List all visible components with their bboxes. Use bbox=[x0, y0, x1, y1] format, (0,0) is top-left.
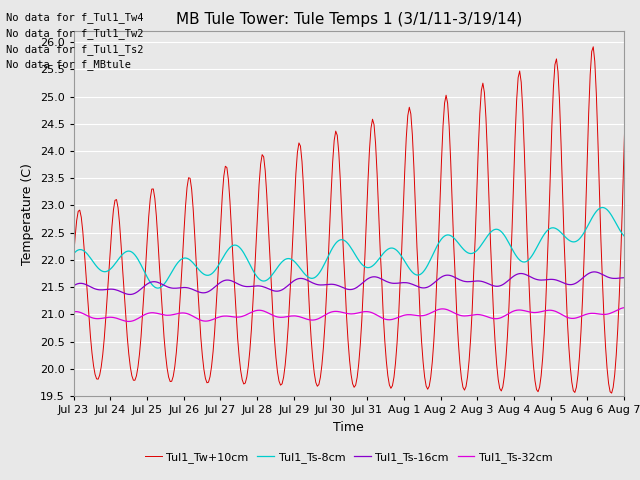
Tul1_Tw+10cm bbox=[626, 32, 634, 37]
Tul1_Ts-16cm bbox=[577, 276, 585, 282]
Line: Tul1_Tw+10cm: Tul1_Tw+10cm bbox=[74, 35, 640, 394]
Legend: Tul1_Tw+10cm, Tul1_Ts-8cm, Tul1_Ts-16cm, Tul1_Ts-32cm: Tul1_Tw+10cm, Tul1_Ts-8cm, Tul1_Ts-16cm,… bbox=[141, 447, 557, 467]
Tul1_Ts-8cm bbox=[373, 258, 381, 264]
Text: No data for f_MBtule: No data for f_MBtule bbox=[6, 60, 131, 71]
Tul1_Ts-8cm bbox=[598, 204, 606, 210]
Tul1_Ts-32cm bbox=[373, 312, 381, 318]
Text: No data for f_Tul1_Tw2: No data for f_Tul1_Tw2 bbox=[6, 28, 144, 39]
Tul1_Ts-8cm bbox=[90, 260, 97, 265]
Tul1_Ts-32cm bbox=[490, 316, 497, 322]
Tul1_Tw+10cm bbox=[108, 224, 116, 229]
Tul1_Ts-8cm bbox=[577, 234, 585, 240]
Tul1_Ts-8cm bbox=[154, 285, 162, 291]
Tul1_Ts-16cm bbox=[373, 275, 381, 280]
Tul1_Ts-32cm bbox=[70, 309, 77, 315]
Tul1_Ts-32cm bbox=[621, 305, 629, 311]
Line: Tul1_Ts-16cm: Tul1_Ts-16cm bbox=[74, 272, 640, 294]
Title: MB Tule Tower: Tule Temps 1 (3/1/11-3/19/14): MB Tule Tower: Tule Temps 1 (3/1/11-3/19… bbox=[175, 12, 522, 27]
Tul1_Ts-16cm bbox=[108, 286, 116, 292]
Tul1_Tw+10cm bbox=[372, 141, 380, 146]
Tul1_Ts-32cm bbox=[577, 313, 585, 319]
Tul1_Ts-8cm bbox=[108, 264, 116, 270]
Tul1_Tw+10cm bbox=[70, 254, 77, 260]
Tul1_Tw+10cm bbox=[488, 276, 496, 282]
Tul1_Ts-8cm bbox=[70, 251, 77, 257]
Tul1_Ts-16cm bbox=[127, 291, 134, 297]
Tul1_Ts-16cm bbox=[70, 283, 77, 288]
Tul1_Tw+10cm bbox=[90, 363, 97, 369]
Tul1_Ts-16cm bbox=[490, 283, 497, 288]
Text: No data for f_Tul1_Ts2: No data for f_Tul1_Ts2 bbox=[6, 44, 144, 55]
Tul1_Ts-32cm bbox=[108, 314, 116, 320]
Tul1_Ts-8cm bbox=[490, 227, 497, 233]
X-axis label: Time: Time bbox=[333, 420, 364, 433]
Tul1_Ts-32cm bbox=[125, 319, 132, 324]
Line: Tul1_Ts-8cm: Tul1_Ts-8cm bbox=[74, 207, 640, 288]
Y-axis label: Temperature (C): Temperature (C) bbox=[21, 163, 34, 264]
Line: Tul1_Ts-32cm: Tul1_Ts-32cm bbox=[74, 308, 640, 322]
Tul1_Ts-32cm bbox=[90, 315, 97, 321]
Text: No data for f_Tul1_Tw4: No data for f_Tul1_Tw4 bbox=[6, 12, 144, 23]
Tul1_Tw+10cm bbox=[575, 354, 583, 360]
Tul1_Ts-16cm bbox=[591, 269, 598, 275]
Tul1_Ts-16cm bbox=[90, 286, 97, 291]
